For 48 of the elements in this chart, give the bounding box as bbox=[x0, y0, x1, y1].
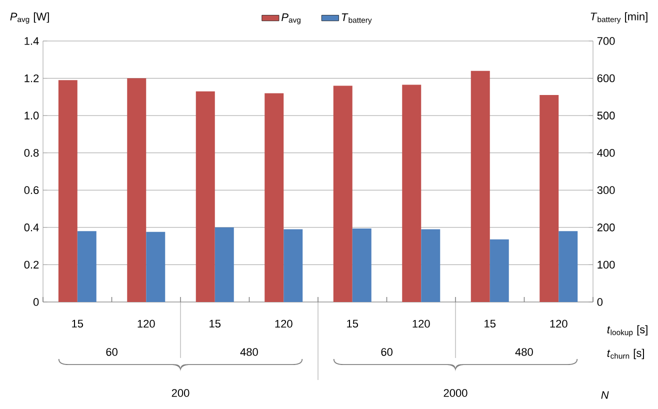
text: 60 bbox=[381, 348, 392, 356]
bar bbox=[490, 239, 509, 302]
y-tick-label: 1.0 bbox=[24, 112, 39, 120]
x-tick-label: 120 bbox=[550, 320, 568, 328]
x-tick-label: 15 bbox=[72, 320, 84, 328]
y2-tick-label: 200 bbox=[597, 224, 615, 232]
y2-tick-label: 0 bbox=[597, 298, 603, 306]
x-tick-label: 120 bbox=[275, 320, 292, 328]
legend-label: P$_{avg}$ bbox=[282, 13, 300, 24]
y-tick-label: 0 bbox=[33, 298, 39, 306]
text: 60 bbox=[106, 348, 118, 356]
x-tick-label: 15 bbox=[484, 320, 496, 328]
y-tick-label: 0.8 bbox=[24, 148, 39, 157]
y-axis-title: P$_{avg}$ [W] bbox=[10, 12, 49, 24]
y-tick-label: 0.4 bbox=[24, 224, 39, 232]
y-tick-label: 0.2 bbox=[24, 260, 39, 269]
y2-axis-title: T$_{battery}$ [min] bbox=[590, 12, 648, 24]
bar bbox=[540, 95, 559, 302]
x-tick-label: 120 bbox=[138, 320, 155, 328]
bar bbox=[127, 78, 146, 302]
x-tick-label: 15 bbox=[210, 320, 221, 328]
bar bbox=[333, 86, 352, 302]
y2-tick-label: 100 bbox=[598, 260, 615, 269]
y2-tick-label: 300 bbox=[597, 186, 615, 194]
y2-tick-label: 600 bbox=[597, 74, 615, 82]
text: 2000 bbox=[444, 389, 468, 397]
text: t$_{churn}$ [s] bbox=[607, 348, 644, 360]
text: 480 bbox=[240, 348, 258, 356]
y-tick-label: 0.6 bbox=[24, 186, 39, 194]
y2-tick-label: 700 bbox=[597, 37, 615, 45]
y-tick-label: 1.4 bbox=[24, 37, 39, 45]
x-tick-label: 15 bbox=[347, 320, 358, 328]
bar bbox=[264, 93, 284, 302]
bar bbox=[196, 91, 215, 302]
text: 200 bbox=[172, 389, 190, 397]
legend-label: T$_{battery}$ bbox=[342, 13, 372, 24]
text: N bbox=[601, 391, 609, 399]
bar bbox=[402, 84, 422, 302]
x-tick-label: 120 bbox=[412, 320, 430, 328]
bar bbox=[58, 80, 78, 302]
bar bbox=[470, 70, 490, 302]
y2-tick-label: 400 bbox=[597, 148, 615, 157]
text: 480 bbox=[515, 348, 533, 356]
x-axis-title: t$_{lookup}$ [s] bbox=[607, 325, 648, 337]
y-tick-label: 1.2 bbox=[24, 74, 39, 82]
bar bbox=[146, 232, 166, 302]
bar bbox=[77, 231, 96, 302]
y2-tick-label: 500 bbox=[597, 112, 615, 120]
